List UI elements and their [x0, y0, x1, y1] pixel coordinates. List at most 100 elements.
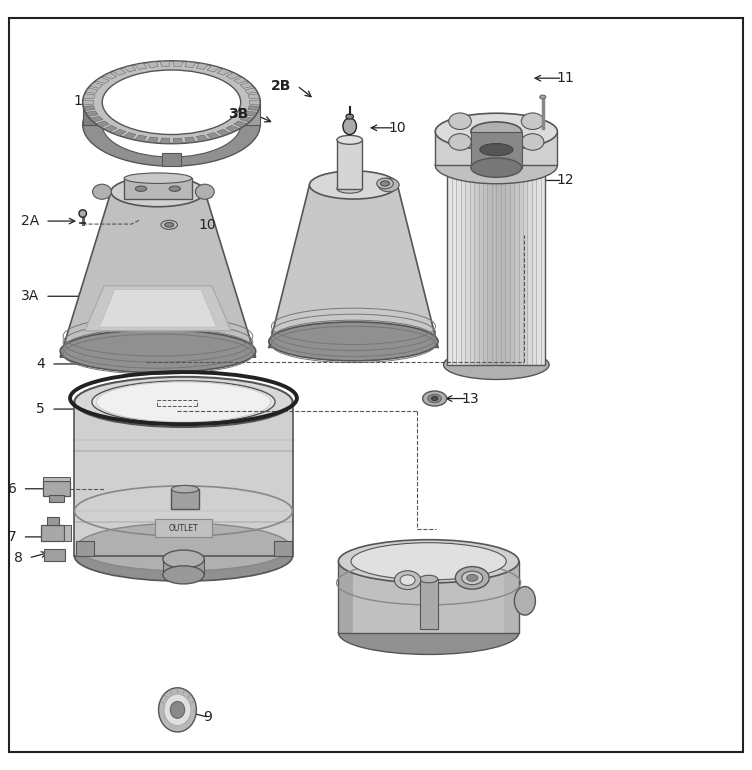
Polygon shape — [74, 402, 293, 556]
Text: 11: 11 — [556, 71, 575, 85]
Ellipse shape — [337, 184, 362, 193]
Polygon shape — [123, 65, 136, 72]
Ellipse shape — [79, 209, 86, 217]
Polygon shape — [83, 94, 95, 99]
Bar — [465, 132, 470, 365]
Ellipse shape — [102, 92, 241, 157]
Polygon shape — [83, 105, 95, 111]
Ellipse shape — [161, 220, 177, 229]
Polygon shape — [173, 61, 183, 66]
Polygon shape — [160, 61, 170, 66]
Text: 2B: 2B — [271, 79, 291, 92]
Text: 6: 6 — [8, 482, 17, 496]
Bar — [514, 132, 519, 365]
Bar — [501, 132, 505, 365]
Ellipse shape — [159, 688, 196, 732]
Bar — [171, 489, 199, 509]
Polygon shape — [241, 102, 260, 125]
Text: 3B: 3B — [228, 107, 248, 122]
Polygon shape — [226, 126, 239, 132]
Polygon shape — [196, 135, 208, 141]
Polygon shape — [435, 132, 557, 166]
Polygon shape — [207, 65, 220, 72]
Bar — [461, 132, 465, 365]
Polygon shape — [201, 192, 256, 357]
Bar — [519, 132, 523, 365]
Polygon shape — [74, 402, 91, 556]
Ellipse shape — [83, 61, 260, 144]
Ellipse shape — [378, 178, 399, 192]
Ellipse shape — [96, 382, 271, 422]
Ellipse shape — [456, 567, 490, 589]
Polygon shape — [86, 111, 98, 116]
Polygon shape — [217, 129, 230, 136]
Ellipse shape — [420, 575, 438, 583]
Polygon shape — [90, 82, 103, 89]
Bar — [49, 495, 64, 502]
Polygon shape — [135, 135, 147, 141]
Bar — [541, 132, 545, 365]
Bar — [478, 132, 483, 365]
Polygon shape — [83, 102, 102, 125]
Text: 4: 4 — [36, 357, 45, 371]
Text: 3A: 3A — [21, 290, 39, 303]
Bar — [487, 132, 492, 365]
Polygon shape — [162, 559, 205, 575]
Bar — [447, 132, 452, 365]
Polygon shape — [234, 77, 247, 83]
Bar — [496, 132, 501, 365]
Bar — [47, 517, 59, 525]
Ellipse shape — [449, 134, 472, 150]
Polygon shape — [338, 561, 353, 633]
Polygon shape — [338, 561, 519, 633]
Text: 13: 13 — [462, 391, 479, 406]
Ellipse shape — [432, 397, 438, 400]
Polygon shape — [90, 116, 103, 122]
Polygon shape — [96, 77, 109, 83]
Bar — [492, 132, 496, 365]
Ellipse shape — [268, 322, 438, 361]
Ellipse shape — [310, 171, 397, 199]
Text: 10: 10 — [389, 121, 406, 135]
Ellipse shape — [428, 394, 441, 403]
Ellipse shape — [521, 134, 544, 150]
Bar — [337, 140, 362, 189]
Bar — [64, 525, 71, 541]
Polygon shape — [240, 82, 253, 89]
Text: 1: 1 — [74, 95, 83, 109]
Ellipse shape — [135, 186, 147, 192]
Ellipse shape — [164, 694, 191, 725]
Text: 10: 10 — [199, 218, 216, 232]
Bar — [155, 519, 212, 537]
Polygon shape — [250, 100, 259, 105]
Bar — [505, 132, 510, 365]
Polygon shape — [113, 69, 126, 75]
Bar — [483, 132, 487, 365]
Polygon shape — [269, 185, 312, 347]
Bar — [420, 579, 438, 629]
Polygon shape — [96, 121, 109, 127]
Ellipse shape — [423, 391, 447, 406]
Ellipse shape — [471, 122, 522, 141]
Ellipse shape — [435, 113, 557, 150]
Ellipse shape — [338, 611, 519, 654]
Polygon shape — [234, 121, 247, 127]
Ellipse shape — [162, 566, 205, 584]
Ellipse shape — [171, 485, 199, 493]
Ellipse shape — [377, 178, 393, 189]
Bar — [43, 481, 70, 497]
Bar — [274, 541, 292, 556]
Ellipse shape — [346, 114, 353, 119]
Ellipse shape — [471, 158, 522, 177]
Ellipse shape — [337, 136, 362, 144]
Ellipse shape — [60, 330, 256, 373]
Bar — [532, 132, 536, 365]
Polygon shape — [276, 402, 293, 556]
Polygon shape — [99, 290, 217, 327]
Polygon shape — [135, 63, 147, 69]
Bar — [452, 132, 456, 365]
Ellipse shape — [462, 571, 483, 584]
Ellipse shape — [521, 113, 544, 129]
Polygon shape — [104, 72, 117, 79]
Polygon shape — [123, 132, 136, 139]
